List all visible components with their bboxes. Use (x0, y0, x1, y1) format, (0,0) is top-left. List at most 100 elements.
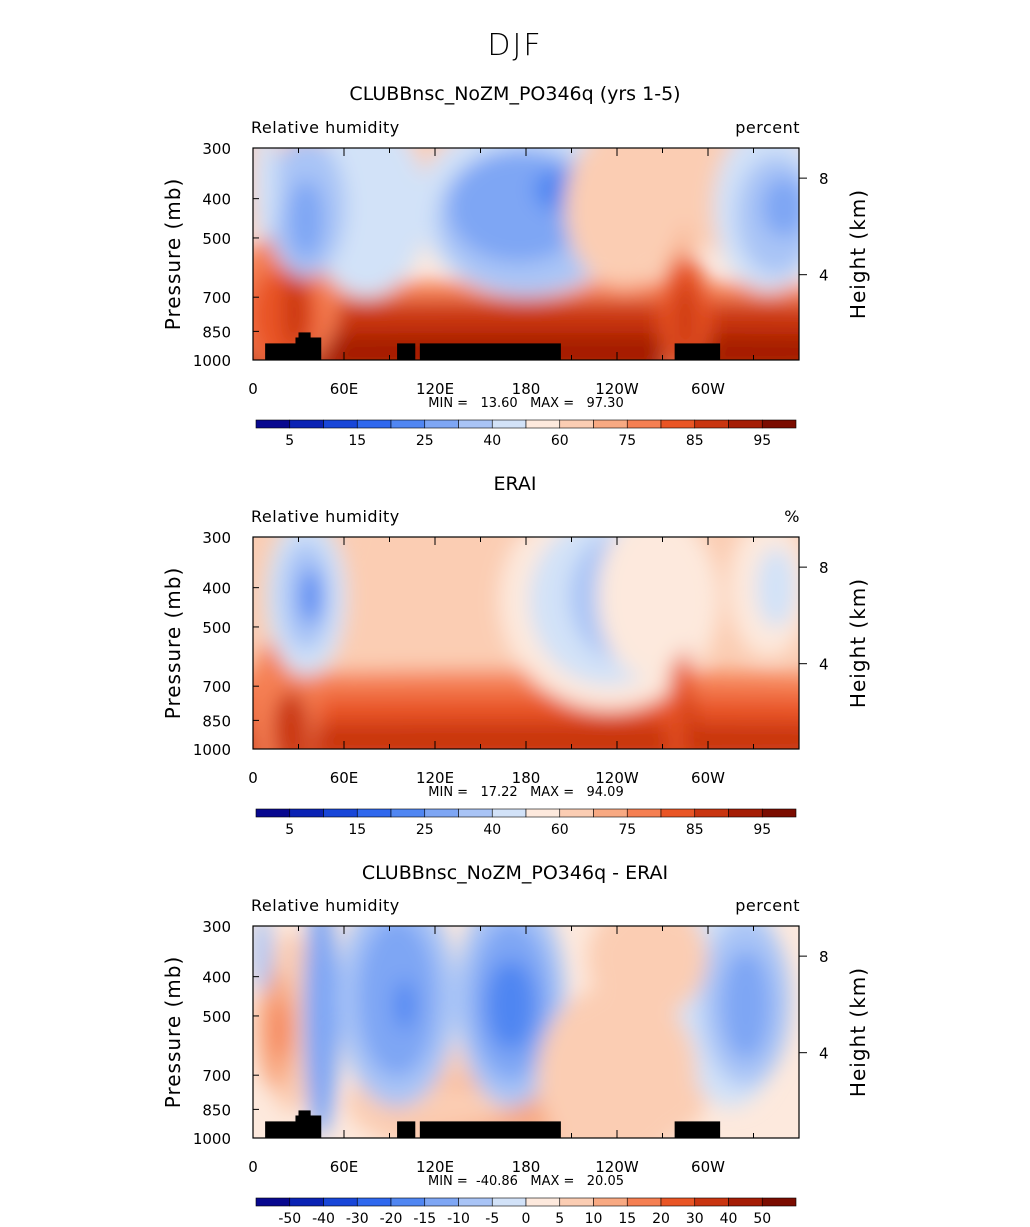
right-string: percent (735, 118, 800, 137)
contour-region (756, 547, 797, 628)
colorbar-label: 60 (551, 822, 569, 838)
panel-diff: CLUBBnsc_NoZM_PO346q - ERAI Relative humi… (161, 862, 870, 1227)
y-axis-label: Pressure (mb) (161, 956, 185, 1109)
colorbar-label: -15 (413, 1211, 436, 1227)
y2-tick-label: 8 (819, 170, 829, 188)
colorbar-swatch (458, 419, 493, 429)
colorbar-label: -10 (447, 1211, 470, 1227)
y-tick-label: 700 (202, 1067, 231, 1085)
stats-label: MIN = 13.60 MAX = 97.30 (428, 396, 623, 411)
contour-region (272, 999, 289, 1060)
colorbar-swatch (761, 419, 797, 429)
contour-region (761, 177, 799, 238)
colorbar-label: 60 (551, 433, 569, 449)
colorbar-label: 10 (585, 1211, 603, 1227)
colorbar-swatch (390, 808, 426, 818)
y-tick-label: 400 (202, 969, 231, 987)
land-mask (298, 332, 311, 360)
x-tick-label: 0 (248, 1158, 258, 1176)
colorbar-label: 40 (720, 1211, 738, 1227)
x-tick-label: 120W (595, 380, 639, 398)
contour-region (485, 960, 536, 1051)
colorbar-label: 40 (483, 822, 501, 838)
colorbar-swatch (660, 419, 696, 429)
colorbar-swatch (255, 1197, 291, 1207)
colorbar-swatch (458, 808, 493, 818)
contour-region (283, 271, 308, 352)
contour-region (272, 690, 309, 749)
colorbar-swatch (356, 419, 392, 429)
colorbar-swatch (525, 1197, 561, 1207)
colorbar-swatch (728, 808, 763, 818)
colorbar-swatch (761, 808, 797, 818)
colorbar-label: 0 (522, 1211, 531, 1227)
land-mask (674, 1121, 721, 1138)
contour-blobs (253, 537, 799, 749)
colorbar-label: 20 (652, 1211, 670, 1227)
colorbar-label: 75 (618, 433, 636, 449)
colorbar-label: 85 (686, 822, 704, 838)
colorbar-swatch (761, 1197, 797, 1207)
colorbar-swatch (255, 419, 291, 429)
colorbar-swatch (559, 808, 594, 818)
y2-axis-label: Height (km) (846, 967, 870, 1097)
colorbar-label: 30 (686, 1211, 704, 1227)
y-tick-label: 400 (202, 580, 231, 598)
x-tick-label: 120W (595, 769, 639, 787)
y-tick-label: 400 (202, 191, 231, 209)
colorbar-label: -50 (278, 1211, 301, 1227)
colorbar-swatch (323, 419, 358, 429)
colorbar-swatch (424, 808, 459, 818)
contour-region (253, 721, 799, 749)
contour-region (720, 950, 771, 1061)
contour-region (253, 926, 273, 994)
y2-tick-label: 4 (819, 267, 829, 285)
colorbar-swatch (458, 1197, 493, 1207)
y2-tick-label: 8 (819, 559, 829, 577)
colorbar: 5 15 25 40 60 75 85 95 (255, 419, 797, 449)
colorbar-label: 5 (285, 822, 294, 838)
land-mask (397, 1121, 416, 1138)
colorbar: 5 15 25 40 60 75 85 95 (255, 808, 797, 838)
colorbar-label: -20 (380, 1211, 403, 1227)
colorbar-swatch (491, 1197, 527, 1207)
colorbar-swatch (356, 808, 392, 818)
x-tick-label: 60W (691, 380, 725, 398)
y-tick-label: 1000 (193, 352, 231, 370)
x-tick-label: 120E (416, 1158, 454, 1176)
colorbar-label: 15 (348, 433, 366, 449)
y2-tick-label: 8 (819, 948, 829, 966)
colorbar-swatch (525, 419, 561, 429)
colorbar-swatch (289, 808, 324, 818)
colorbar-label: 75 (618, 822, 636, 838)
colorbar-label: -30 (346, 1211, 369, 1227)
panel-title: ERAI (493, 473, 536, 495)
colorbar-swatch (323, 808, 358, 818)
x-tick-label: 0 (248, 380, 258, 398)
colorbar-label: 85 (686, 433, 704, 449)
contour-region (537, 985, 697, 1138)
colorbar-label: 50 (753, 1211, 771, 1227)
y-tick-label: 300 (202, 918, 231, 936)
y-tick-label: 300 (202, 529, 231, 547)
colorbar-label: 5 (555, 1211, 564, 1227)
contour-region (564, 148, 685, 288)
left-string: Relative humidity (251, 896, 400, 915)
colorbar-label: 15 (618, 1211, 636, 1227)
y-axis-label: Pressure (mb) (161, 178, 185, 331)
x-tick-label: 180 (512, 1158, 541, 1176)
colorbar-swatch (289, 1197, 324, 1207)
colorbar-label: -40 (312, 1211, 335, 1227)
contour-region (303, 926, 340, 1136)
colorbar-label: 5 (285, 433, 294, 449)
colorbar-swatch (424, 419, 459, 429)
colorbar-swatch (559, 419, 594, 429)
y2-tick-label: 4 (819, 656, 829, 674)
colorbar-label: 95 (753, 822, 771, 838)
y-tick-label: 500 (202, 619, 231, 637)
colorbar-swatch (593, 1197, 628, 1207)
land-mask (674, 343, 721, 360)
panel-model: CLUBBnsc_NoZM_PO346q (yrs 1-5) Relative h… (161, 83, 870, 449)
